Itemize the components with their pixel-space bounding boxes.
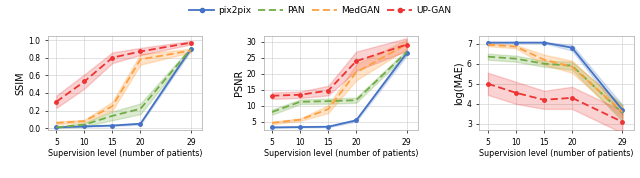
Y-axis label: log(MAE): log(MAE) (454, 61, 464, 105)
X-axis label: Supervision level (number of patients): Supervision level (number of patients) (48, 149, 202, 158)
Legend: pix2pix, PAN, MedGAN, UP-GAN: pix2pix, PAN, MedGAN, UP-GAN (186, 3, 454, 19)
Y-axis label: PSNR: PSNR (234, 70, 244, 96)
Y-axis label: SSIM: SSIM (15, 71, 26, 95)
X-axis label: Supervision level (number of patients): Supervision level (number of patients) (479, 149, 634, 158)
X-axis label: Supervision level (number of patients): Supervision level (number of patients) (264, 149, 418, 158)
